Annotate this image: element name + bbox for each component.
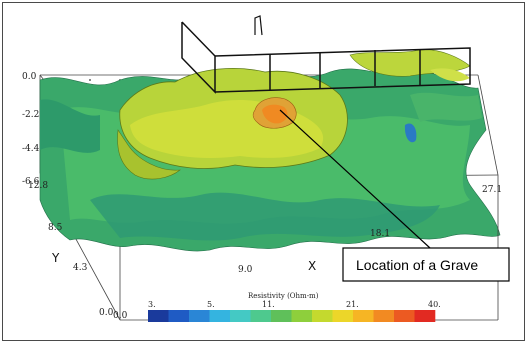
- colorbar-tick-label: 3.: [148, 300, 156, 309]
- colorbar-swatch: [230, 310, 251, 322]
- colorbar-swatch: [271, 310, 292, 322]
- colorbar-swatch: [353, 310, 374, 322]
- x-tick-1: 18.1: [370, 229, 390, 239]
- colorbar-swatch: [209, 310, 231, 322]
- yellow-isosurface: [117, 49, 471, 180]
- colorbar-swatch: [291, 310, 313, 322]
- x-tick-0: 9.0: [238, 265, 253, 275]
- colorbar-swatch: [373, 310, 395, 322]
- colorbar-swatch: [332, 310, 354, 322]
- z-tick-0: 0.0: [22, 72, 37, 82]
- z-tick-2: -4.4: [22, 144, 40, 154]
- z-tick-1: -2.2: [22, 110, 39, 120]
- colorbar-swatch: [148, 310, 169, 322]
- colorbar-swatch: [168, 310, 190, 322]
- y-tick-0: 0.0: [99, 308, 114, 318]
- colorbar-tick-label: 5.: [207, 300, 215, 309]
- callout-label: Location of a Grave: [356, 257, 478, 273]
- survey-frame: [181, 15, 471, 94]
- colorbar-swatch: [189, 310, 210, 322]
- colorbar-tick-labels: 3. 5. 11. 21. 40.: [148, 300, 441, 309]
- callout-box: [342, 247, 510, 282]
- y-tick-3: 12.8: [28, 181, 48, 191]
- origin-label: 0.0: [113, 311, 128, 321]
- colorbar-swatch: [250, 310, 272, 322]
- y-tick-2: 8.5: [48, 223, 63, 233]
- colorbar-tick-label: 21.: [346, 300, 359, 309]
- grave-anomaly: [252, 97, 297, 129]
- x-tick-2: 27.1: [482, 185, 502, 195]
- colorbar-tick-label: 40.: [428, 300, 441, 309]
- colorbar-swatch: [312, 310, 333, 322]
- colorbar-title: Resistivity (Ohm-m): [248, 292, 319, 300]
- colorbar-swatch: [414, 310, 436, 322]
- z-tick-3: -6.6: [22, 177, 40, 187]
- colorbar: [148, 310, 436, 322]
- colorbar-swatch: [394, 310, 415, 322]
- x-axis-label: X: [308, 259, 316, 273]
- y-axis-label: Y: [51, 251, 60, 265]
- callout-leader: [279, 109, 431, 249]
- y-tick-1: 4.3: [73, 263, 88, 273]
- colorbar-tick-label: 11.: [262, 300, 275, 309]
